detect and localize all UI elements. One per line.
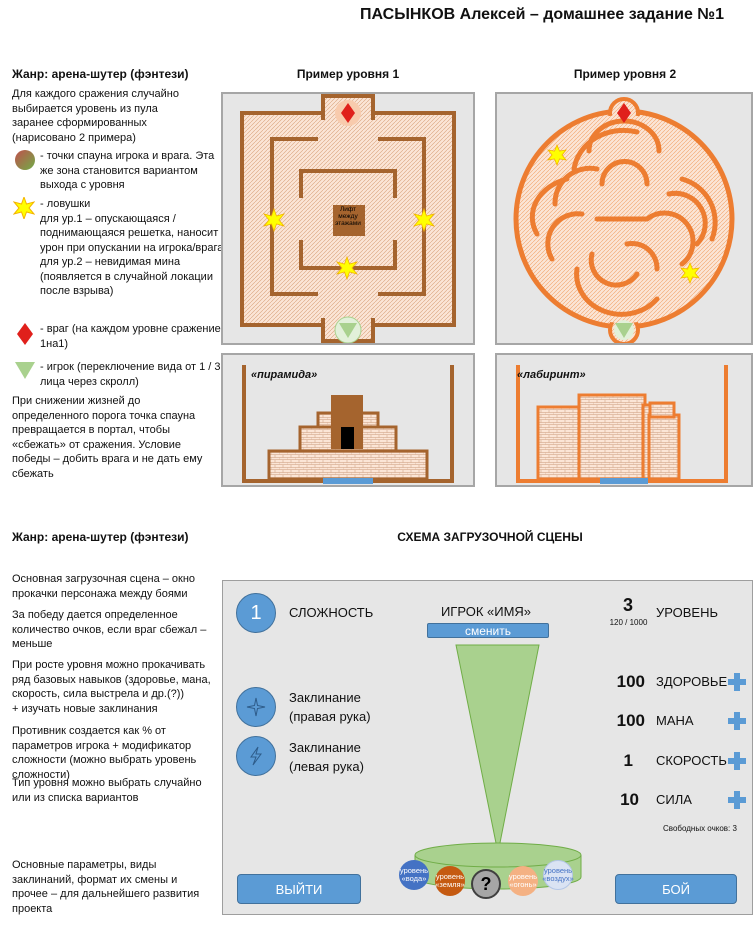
exit-button[interactable]: ВЫЙТИ bbox=[237, 874, 361, 904]
stat-health-value: 100 bbox=[616, 672, 645, 691]
outro-text: При снижении жизней до определенного пор… bbox=[12, 395, 203, 480]
level1-side-view: «пирамида» bbox=[221, 353, 475, 487]
difficulty-button[interactable]: 1 bbox=[236, 593, 276, 633]
scheme-title: СХЕМА ЗАГРУЗОЧНОЙ СЦЕНЫ bbox=[397, 530, 583, 544]
level2-side-view: «лабиринт» bbox=[495, 353, 753, 487]
spell-left-label: Заклинание (левая рука) bbox=[289, 740, 364, 774]
page-title: ПАСЫНКОВ Алексей – домашнее задание №1 bbox=[360, 6, 725, 23]
add-mana-plus-icon[interactable] bbox=[728, 712, 746, 730]
level-progress: 120 / 1000 bbox=[609, 618, 648, 627]
stat-strength-label: СИЛА bbox=[656, 792, 692, 807]
spell-star-icon bbox=[246, 697, 266, 717]
level1-caption: Пример уровня 1 bbox=[296, 67, 400, 81]
level2-caption: Пример уровня 2 bbox=[573, 67, 677, 81]
character-preview bbox=[414, 644, 582, 890]
level-air-button[interactable]: уровень «воздух» bbox=[542, 860, 574, 890]
note-6: Основные параметры, виды заклинаний, фор… bbox=[12, 859, 200, 915]
stat-strength-value: 10 bbox=[620, 790, 639, 809]
level2-top-view bbox=[495, 92, 753, 345]
note-2: За победу дается определенное количество… bbox=[12, 609, 207, 650]
stat-speed-value: 1 bbox=[623, 751, 633, 770]
level1-side-label: «пирамида» bbox=[251, 369, 318, 381]
player-triangle-icon bbox=[15, 362, 35, 379]
change-name-button[interactable]: сменить bbox=[427, 623, 549, 638]
spell-left-slot[interactable] bbox=[236, 736, 276, 776]
lightning-icon bbox=[250, 746, 262, 766]
lift-label: Лифт между этажами bbox=[335, 206, 361, 227]
genre-heading-top: Жанр: арена-шутер (фэнтези) bbox=[12, 67, 189, 81]
stat-speed-label: СКОРОСТЬ bbox=[656, 753, 727, 768]
stat-mana-label: МАНА bbox=[656, 713, 694, 728]
difficulty-label: СЛОЖНОСТЬ bbox=[289, 605, 374, 620]
genre-heading-bottom: Жанр: арена-шутер (фэнтези) bbox=[12, 530, 189, 544]
free-points: Свободных очков: 3 bbox=[663, 824, 737, 833]
loading-scene-mockup: 1 СЛОЖНОСТЬ Заклинание (правая рука) Зак… bbox=[222, 580, 753, 915]
difficulty-value: 1 bbox=[250, 601, 262, 624]
legend-player-text: - игрок (переключение вида от 1 / 3 лица… bbox=[40, 361, 221, 388]
trap-burst-icon bbox=[13, 197, 35, 219]
level-earth-button[interactable]: уровень «земля» bbox=[435, 866, 465, 896]
add-health-plus-icon[interactable] bbox=[728, 673, 746, 691]
level1-top-view: Лифт между этажами bbox=[221, 92, 475, 345]
stat-mana-value: 100 bbox=[616, 711, 645, 730]
level-fire-button[interactable]: уровень «огонь» bbox=[508, 866, 538, 896]
note-4: Противник создается как % от параметров … bbox=[12, 725, 197, 781]
add-speed-plus-icon[interactable] bbox=[728, 752, 746, 770]
level-value: 3 bbox=[622, 595, 633, 615]
level-label: УРОВЕНЬ bbox=[656, 605, 719, 620]
legend-enemy-text: - враг (на каждом уровне сражение 1на1) bbox=[40, 323, 221, 350]
player-name: ИГРОК «ИМЯ» bbox=[440, 604, 532, 619]
fight-button[interactable]: БОЙ bbox=[615, 874, 737, 904]
intro-text: Для каждого сражения случайно выбирается… bbox=[12, 88, 179, 144]
level-water-button[interactable]: уровень «вода» bbox=[399, 860, 429, 890]
spell-right-slot[interactable] bbox=[236, 687, 276, 727]
level-random-button[interactable]: ? bbox=[471, 869, 501, 899]
level2-side-label: «лабиринт» bbox=[517, 369, 586, 381]
spawn-point-icon bbox=[15, 150, 35, 170]
note-5: Тип уровня можно выбрать случайно или из… bbox=[12, 777, 202, 804]
add-strength-plus-icon[interactable] bbox=[728, 791, 746, 809]
note-1: Основная загрузочная сцена – окно прокач… bbox=[12, 573, 196, 600]
legend-spawn-text: - точки спауна игрока и врага. Эта же зо… bbox=[40, 150, 215, 191]
legend-trap-text: - ловушки для ур.1 – опускающаяся / подн… bbox=[40, 198, 224, 297]
spell-right-label: Заклинание (правая рука) bbox=[289, 690, 371, 724]
stat-health-label: ЗДОРОВЬЕ bbox=[656, 674, 728, 689]
enemy-diamond-icon bbox=[17, 323, 33, 345]
note-3: При росте уровня можно прокачивать ряд б… bbox=[12, 659, 211, 715]
